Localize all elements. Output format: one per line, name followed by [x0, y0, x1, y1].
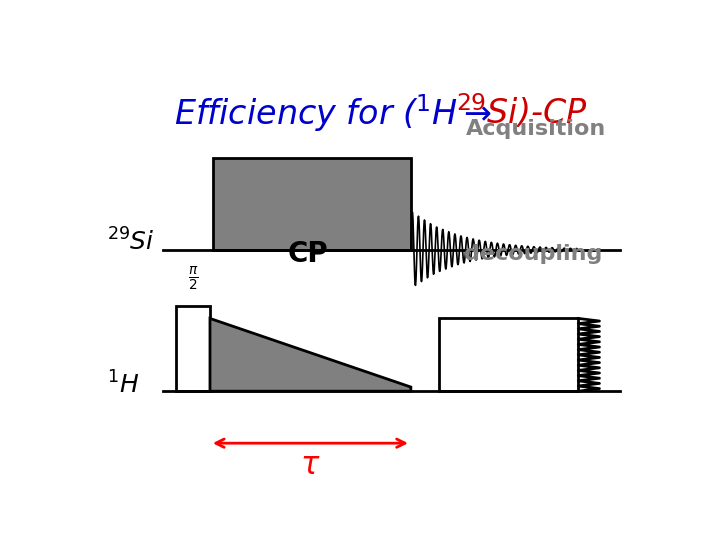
Text: $^1$H: $^1$H [107, 372, 139, 399]
Polygon shape [210, 319, 411, 391]
Bar [176, 306, 210, 391]
Text: $\tau$: $\tau$ [300, 451, 320, 481]
Bar [213, 158, 411, 250]
Text: $\frac{\pi}{2}$: $\frac{\pi}{2}$ [188, 265, 199, 294]
Text: decoupling: decoupling [464, 244, 603, 264]
Text: Efficiency for ($^1$H$\rightarrow$: Efficiency for ($^1$H$\rightarrow$ [174, 92, 499, 133]
Text: $^{29}$Si: $^{29}$Si [107, 228, 154, 255]
Text: $^{29}$Si)-CP: $^{29}$Si)-CP [456, 92, 588, 131]
Text: CP: CP [287, 240, 328, 268]
Text: Acquisition: Acquisition [467, 119, 606, 139]
Bar [438, 319, 578, 391]
